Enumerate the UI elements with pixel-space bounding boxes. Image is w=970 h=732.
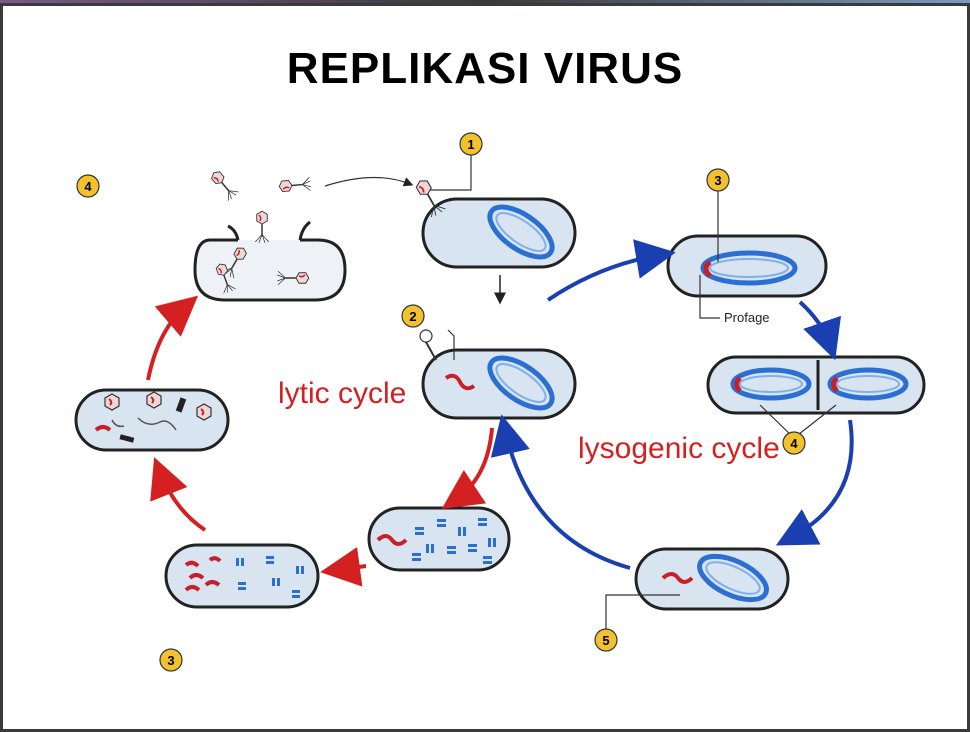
step-badge-4-right: 4 [759, 404, 837, 455]
arrow-release-to-infect [324, 176, 414, 187]
page-title: REPLIKASI VIRUS [286, 44, 684, 93]
cell-prophage [666, 234, 828, 298]
cell-induction [634, 547, 790, 611]
cell-injection [419, 329, 577, 420]
cell-assembly [164, 543, 320, 609]
cell-lysis [193, 167, 347, 302]
cell-maturation [74, 388, 230, 452]
profage-label: Profage [699, 275, 770, 325]
svg-text:3: 3 [714, 173, 721, 188]
arrow-lytic-4 [146, 295, 199, 381]
top-accent-bar [0, 0, 970, 3]
arrow-lysogenic-2 [798, 300, 841, 361]
step-badge-3-right: 3 [706, 168, 730, 262]
svg-text:4: 4 [84, 179, 92, 194]
lytic-cycle-label: lytic cycle [278, 377, 406, 410]
lysogenic-cycle-label: lysogenic cycle [578, 432, 780, 465]
svg-text:3: 3 [167, 653, 174, 668]
svg-text:4: 4 [790, 436, 798, 451]
step-badge-4-left: 4 [76, 174, 100, 198]
svg-text:1: 1 [467, 137, 474, 152]
step-badge-2: 2 [401, 304, 455, 360]
svg-text:5: 5 [602, 633, 609, 648]
step-badge-3-left: 3 [159, 648, 183, 672]
arrow-lysogenic-return [490, 414, 631, 570]
arrow-lysogenic-3 [775, 419, 854, 546]
arrow-lytic-1 [441, 427, 494, 509]
cell-division [706, 355, 926, 415]
step-badge-5: 5 [594, 594, 680, 652]
arrow-lytic-3 [150, 457, 207, 532]
svg-text:2: 2 [409, 309, 416, 324]
cell-replication [367, 506, 511, 572]
step-badge-1: 1 [430, 132, 483, 191]
arrow-lytic-2 [320, 547, 367, 587]
svg-text:Profage: Profage [724, 310, 770, 325]
cell-infection [412, 176, 577, 269]
arrow-lysogenic-1 [546, 239, 676, 302]
